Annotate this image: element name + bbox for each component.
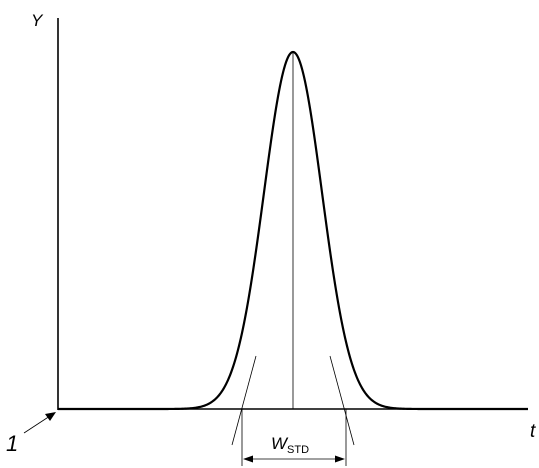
x-axis-label: t bbox=[530, 421, 536, 442]
origin-marker-label: 1 bbox=[6, 431, 18, 456]
right-tangent-line bbox=[329, 355, 355, 446]
width-left-arrowhead bbox=[243, 455, 253, 463]
width-label-main: W bbox=[271, 434, 289, 453]
left-tangent-line bbox=[231, 355, 257, 446]
origin-leader-arrowhead bbox=[45, 412, 56, 421]
width-label: WSTD bbox=[271, 434, 309, 456]
y-axis-label: Y bbox=[31, 11, 44, 30]
width-right-arrowhead bbox=[335, 455, 345, 463]
width-label-subscript: STD bbox=[287, 444, 309, 456]
